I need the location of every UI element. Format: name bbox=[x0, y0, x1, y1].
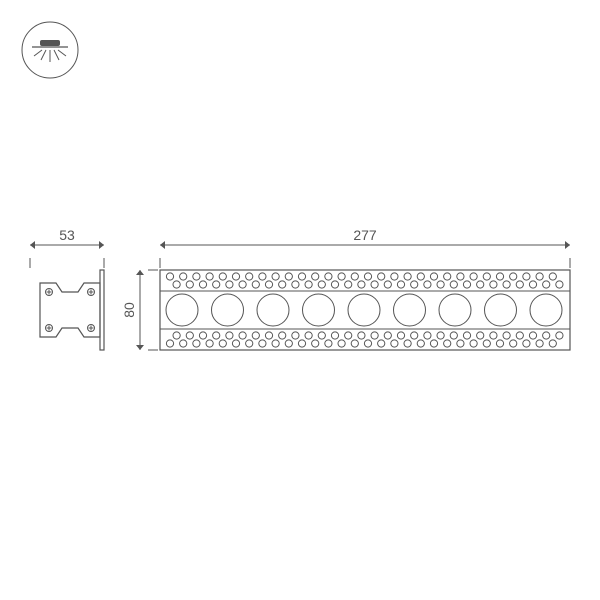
dim-label-length-277: 277 bbox=[353, 227, 377, 243]
dim-label-height-80: 80 bbox=[121, 302, 137, 318]
front-view bbox=[160, 270, 570, 350]
recessed-light-icon bbox=[22, 22, 78, 78]
dim-label-width-53: 53 bbox=[59, 227, 75, 243]
technical-drawing: 53 277 80 bbox=[0, 0, 600, 600]
side-view bbox=[40, 270, 104, 350]
